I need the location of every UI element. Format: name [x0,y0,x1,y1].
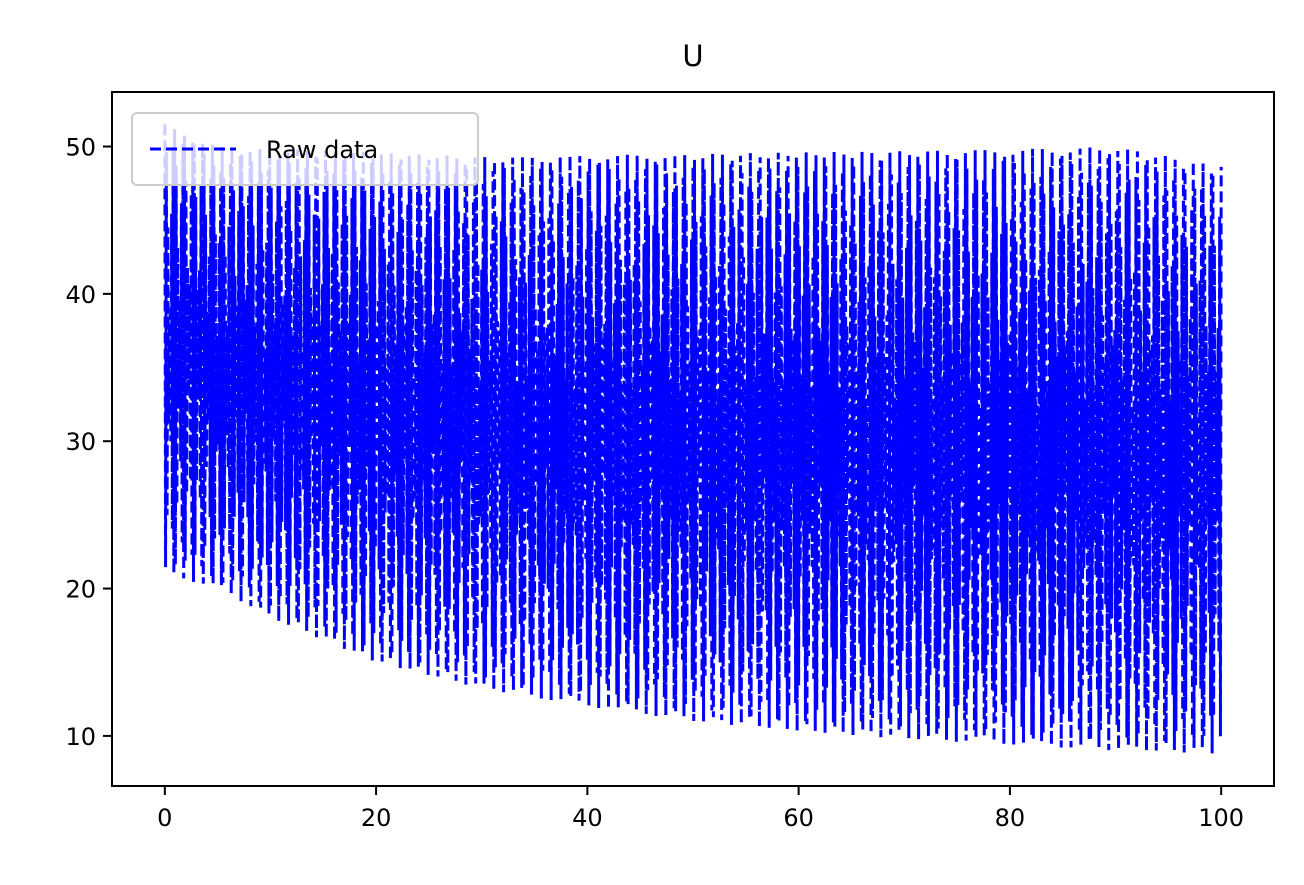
x-tick-label: 40 [572,804,603,832]
x-tick-label: 80 [995,804,1026,832]
y-axis: 10 20 30 40 50 [65,134,112,751]
chart-title: U [682,39,703,73]
y-tick-label: 30 [65,428,96,456]
y-tick-label: 20 [65,576,96,604]
y-tick-label: 40 [65,281,96,309]
series-line-raw-data [163,124,1223,754]
y-tick-label: 10 [65,723,96,751]
legend-box [131,112,479,186]
data-layer [163,124,1223,754]
y-tick-label: 50 [65,134,96,162]
x-tick-label: 60 [783,804,814,832]
x-axis: 0 20 40 60 80 100 [157,786,1244,832]
x-tick-label: 100 [1198,804,1244,832]
x-tick-label: 0 [157,804,172,832]
legend-label-raw-data: Raw data [266,136,378,164]
x-tick-label: 20 [361,804,392,832]
legend: Raw data [131,112,479,186]
plot-frame [111,91,1275,787]
